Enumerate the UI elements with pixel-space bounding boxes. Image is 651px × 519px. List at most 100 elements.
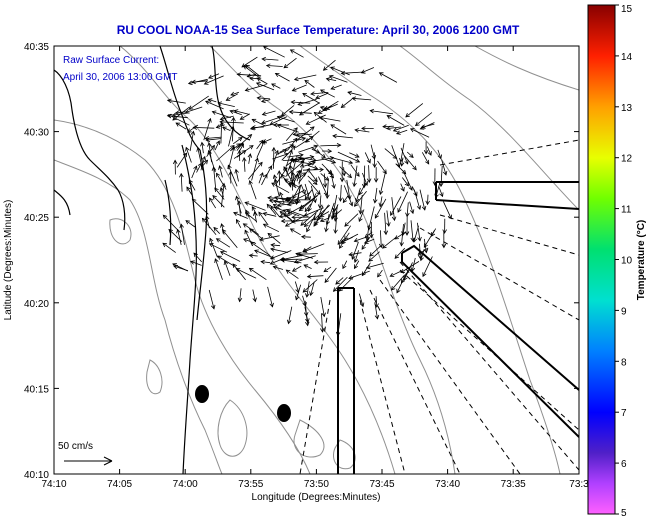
current-vector-arrowhead bbox=[270, 255, 275, 260]
current-vector-arrowhead bbox=[284, 222, 290, 227]
current-vector-arrow bbox=[236, 196, 242, 214]
current-vector-arrow bbox=[270, 116, 288, 125]
current-vector-arrow bbox=[188, 179, 196, 191]
current-vector-arrow bbox=[299, 102, 320, 116]
current-vector-arrowhead bbox=[319, 167, 324, 172]
current-vector-arrow bbox=[330, 84, 342, 90]
current-vector-arrowhead bbox=[172, 112, 177, 117]
current-vector-arrowhead bbox=[312, 198, 317, 204]
current-vector-arrowhead bbox=[279, 257, 285, 262]
current-vector-arrow bbox=[200, 156, 206, 171]
current-vector-arrowhead bbox=[274, 149, 279, 155]
current-vector-arrowhead bbox=[249, 125, 255, 131]
current-vector-arrowhead bbox=[277, 170, 282, 175]
current-vector-arrow bbox=[274, 179, 280, 196]
buoy-marker bbox=[195, 385, 209, 403]
current-vector-arrowhead bbox=[419, 125, 425, 130]
current-vector-arrowhead bbox=[355, 197, 360, 203]
current-vector-arrow bbox=[245, 212, 258, 222]
current-vector-arrow bbox=[209, 197, 217, 209]
current-vector-arrow bbox=[267, 286, 273, 307]
current-vector-arrowhead bbox=[342, 264, 347, 270]
current-vector-arrow bbox=[261, 99, 271, 102]
current-vector-arrowhead bbox=[290, 99, 296, 105]
current-vector-arrowhead bbox=[431, 232, 436, 237]
current-vector-arrowhead bbox=[409, 128, 415, 133]
current-vector-arrowhead bbox=[219, 119, 224, 125]
current-vector-arrow bbox=[302, 279, 318, 293]
current-vector-arrowhead bbox=[328, 74, 334, 80]
current-vector-arrowhead bbox=[442, 229, 447, 234]
current-vector-arrow bbox=[286, 157, 294, 175]
current-vector-arrow bbox=[318, 105, 332, 114]
current-vector-arrow bbox=[307, 175, 318, 185]
current-vector-arrow bbox=[335, 277, 344, 285]
current-vector-arrow bbox=[337, 151, 360, 163]
current-vector-arrowhead bbox=[311, 161, 316, 166]
current-vector-arrow bbox=[247, 73, 257, 77]
current-vector-arrow bbox=[243, 157, 246, 172]
current-vector-arrow bbox=[344, 213, 359, 227]
current-vector-arrow bbox=[279, 211, 293, 222]
current-vector-arrowhead bbox=[314, 220, 319, 226]
current-vector-arrow bbox=[332, 135, 353, 139]
current-vector-arrowhead bbox=[381, 244, 387, 249]
current-vector-arrow bbox=[168, 229, 183, 242]
current-vector-arrow bbox=[400, 147, 409, 165]
current-vector-arrow bbox=[349, 252, 362, 256]
current-vector-arrowhead bbox=[338, 286, 344, 292]
contour-line bbox=[217, 399, 248, 457]
current-vector-arrow bbox=[368, 165, 370, 183]
current-vector-arrow bbox=[250, 241, 271, 256]
current-vector-arrowhead bbox=[293, 76, 299, 82]
current-vector-arrowhead bbox=[251, 206, 256, 211]
current-vector-arrow bbox=[275, 73, 290, 82]
current-vector-arrow bbox=[285, 214, 307, 227]
current-vector-arrow bbox=[368, 251, 380, 262]
current-vector-arrowhead bbox=[300, 157, 306, 162]
plot-area bbox=[54, 46, 579, 474]
current-vector-arrow bbox=[292, 84, 307, 92]
current-vector-arrow bbox=[220, 251, 241, 262]
current-vector-arrow bbox=[308, 193, 317, 212]
current-vector-arrowhead bbox=[228, 170, 233, 176]
current-vector-arrow bbox=[232, 263, 246, 281]
current-vector-arrow bbox=[257, 97, 271, 100]
current-vector-arrow bbox=[283, 213, 292, 221]
current-vector-arrowhead bbox=[330, 85, 336, 90]
current-vector-arrowhead bbox=[265, 63, 271, 69]
current-vector-arrowhead bbox=[197, 162, 202, 168]
current-vector-arrowhead bbox=[231, 145, 236, 151]
current-vector-arrowhead bbox=[306, 227, 311, 233]
current-vector-arrow bbox=[310, 185, 316, 203]
current-vector-arrow bbox=[320, 144, 341, 147]
y-tick-label: 40:10 bbox=[24, 470, 49, 481]
current-vector-arrow bbox=[307, 165, 318, 170]
current-vector-arrowhead bbox=[196, 146, 201, 152]
current-vector-arrow bbox=[251, 158, 258, 181]
current-vector-arrow bbox=[290, 158, 297, 182]
current-vector-arrow bbox=[323, 266, 332, 273]
current-vector-arrowhead bbox=[282, 209, 288, 214]
current-vector-arrowhead bbox=[366, 178, 372, 184]
current-vector-arrowhead bbox=[325, 77, 331, 82]
current-vector-arrowhead bbox=[210, 144, 215, 150]
current-vector-arrowhead bbox=[172, 159, 178, 165]
coastline-segment bbox=[54, 189, 71, 216]
current-vector-arrowhead bbox=[360, 69, 366, 74]
current-vector-arrow bbox=[440, 165, 443, 187]
current-vector-arrow bbox=[232, 137, 243, 145]
current-vector-arrow bbox=[329, 169, 335, 189]
current-vector-arrow bbox=[302, 246, 312, 253]
current-vector-arrow bbox=[229, 143, 241, 152]
current-vector-arrowhead bbox=[330, 124, 336, 129]
current-vector-arrowhead bbox=[394, 235, 399, 240]
current-vector-arrowhead bbox=[256, 95, 262, 101]
current-vector-arrowhead bbox=[244, 201, 250, 206]
current-vector-arrow bbox=[163, 214, 180, 232]
current-vector-arrowhead bbox=[236, 72, 242, 77]
current-vector-arrow bbox=[192, 198, 209, 215]
current-vector-arrowhead bbox=[235, 195, 240, 201]
current-vector-arrowhead bbox=[289, 157, 294, 162]
current-vector-arrow bbox=[290, 159, 312, 165]
